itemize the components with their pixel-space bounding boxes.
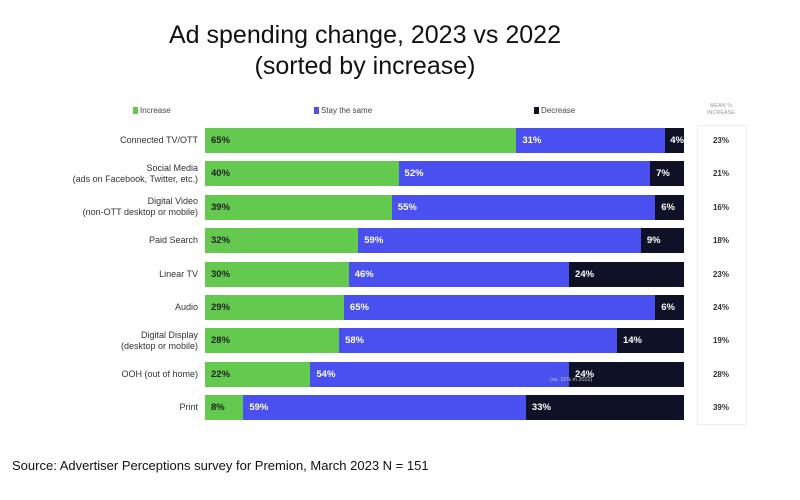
bar-decrease: 9% [640,228,684,254]
category-label: Connected TV/OTT [120,135,198,145]
bar-stay-the-same: 59% [358,228,641,254]
bar-increase: 40% [205,161,399,187]
bar-increase: 28% [205,328,340,354]
mean-column [697,125,747,425]
mean-increase-value: 16% [712,202,729,212]
chart-subtitle: (sorted by increase) [254,52,476,80]
category-label: Audio [174,302,198,312]
bar-decrease: 24% [569,261,684,287]
mean-increase-value: 23% [712,136,729,145]
bar-stay-the-same: 58% [339,328,617,354]
bar-increase: 65% [205,128,517,153]
mean-increase-value: 28% [712,369,729,379]
mean-increase-value: 18% [712,236,729,246]
category-label: Paid Search [148,235,198,246]
bar-decrease: 33% [525,395,684,421]
bar-decrease: 6% [655,194,684,220]
bar-decrease: 4% [664,128,684,153]
chart-title: Ad spending change, 2023 vs 2022 [169,21,561,49]
category-label: Digital Display (desktop or mobile) [120,329,198,351]
mean-increase-value: 39% [712,403,729,413]
mean-increase-value: 19% [712,336,729,346]
category-label: Linear TV [159,268,198,279]
legend-decrease: Decrease [534,106,575,115]
bar-increase: 32% [205,228,359,254]
mean-header: MEAN % INCREASE [706,103,736,116]
bar-stay-the-same: 55% [391,194,656,220]
bar-decrease: 6% [655,295,684,320]
category-label: Print [179,402,198,413]
category-label: Social Media (ads on Facebook, Twitter, e… [72,162,198,184]
bar-increase: 39% [205,194,392,220]
bar-stay-the-same: 54% [310,361,570,387]
bar-stay-the-same: 59% [243,395,526,421]
mean-increase-value: 21% [712,169,729,179]
annotation: (vs. 11% in 2022) [550,376,593,383]
bar-stay-the-same: 31% [516,128,665,153]
legend-increase: Increase [133,106,171,115]
category-label: OOH (out of home) [121,368,198,379]
bar-decrease: 14% [616,328,684,354]
bar-increase: 30% [205,261,349,287]
bar-increase: 8% [205,395,244,421]
mean-increase-value: 24% [712,303,729,312]
bar-stay-the-same: 52% [398,161,651,187]
source-note: Source: Advertiser Perceptions survey fo… [12,458,429,473]
mean-increase-value: 23% [712,269,729,279]
category-label: Digital Video (non-OTT desktop or mobile) [82,196,198,218]
legend-stay-the-same: Stay the same [314,106,372,115]
bar-decrease: 7% [650,161,684,187]
bar-stay-the-same: 46% [348,261,570,287]
bar-decrease: 24% [569,361,684,387]
bar-increase: 29% [205,295,344,320]
bar-stay-the-same: 65% [343,295,656,320]
bar-increase: 22% [205,361,311,387]
